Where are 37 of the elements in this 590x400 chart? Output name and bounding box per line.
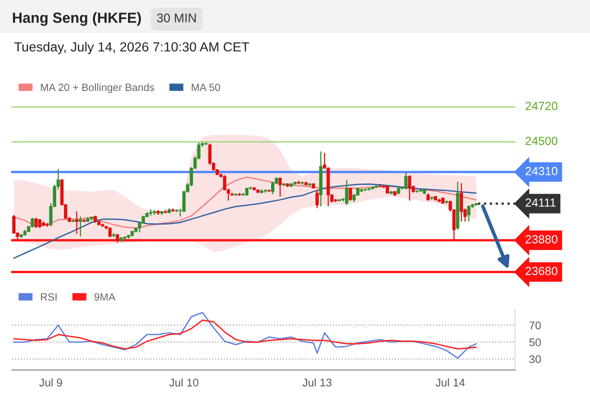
- candlestick: [315, 189, 319, 209]
- ref-line-label: 24500: [526, 136, 558, 146]
- ref-line-label: 23880: [526, 235, 558, 244]
- line-series: [13, 320, 477, 350]
- x-tick-label: Jul 14: [436, 378, 465, 386]
- y-tick-label: 70: [529, 321, 541, 330]
- legend-label: MA 20 + Bollinger Bands: [40, 83, 154, 94]
- ref-line-label: 24111: [526, 198, 556, 207]
- chart-subtitle: Tuesday, July 14, 2026 7:10:30 AM CET: [14, 42, 250, 54]
- text: 30 MIN: [156, 14, 196, 22]
- candlestick: [38, 218, 42, 229]
- candlestick: [467, 204, 470, 222]
- candlestick: [75, 210, 78, 234]
- y-tick-label: 30: [529, 355, 541, 364]
- x-tick-label: Jul 9: [39, 378, 62, 386]
- candlestick: [348, 187, 352, 202]
- candlestick: [404, 172, 408, 190]
- chart-title: Hang Seng (HKFE): [12, 12, 141, 26]
- x-tick-label: Jul 10: [169, 378, 198, 386]
- candlestick: [408, 174, 412, 202]
- candlestick: [460, 182, 464, 222]
- line-series: [13, 312, 477, 359]
- candlestick: [30, 218, 34, 228]
- legend-label: MA 50: [192, 84, 220, 92]
- candlestick: [34, 218, 38, 229]
- x-tick-label: Jul 13: [302, 378, 332, 386]
- ref-line-label: 24310: [526, 166, 558, 176]
- y-tick-label: 50: [529, 338, 541, 346]
- candlestick: [278, 177, 282, 198]
- legend-label: 9MA: [94, 293, 116, 301]
- candlestick: [149, 208, 152, 216]
- candlestick: [78, 216, 82, 238]
- candlestick: [271, 181, 274, 195]
- candlestick: [345, 179, 348, 206]
- ref-line-label: 24720: [526, 102, 558, 110]
- legend-label: RSI: [40, 293, 57, 301]
- ref-line-label: 23680: [526, 266, 558, 276]
